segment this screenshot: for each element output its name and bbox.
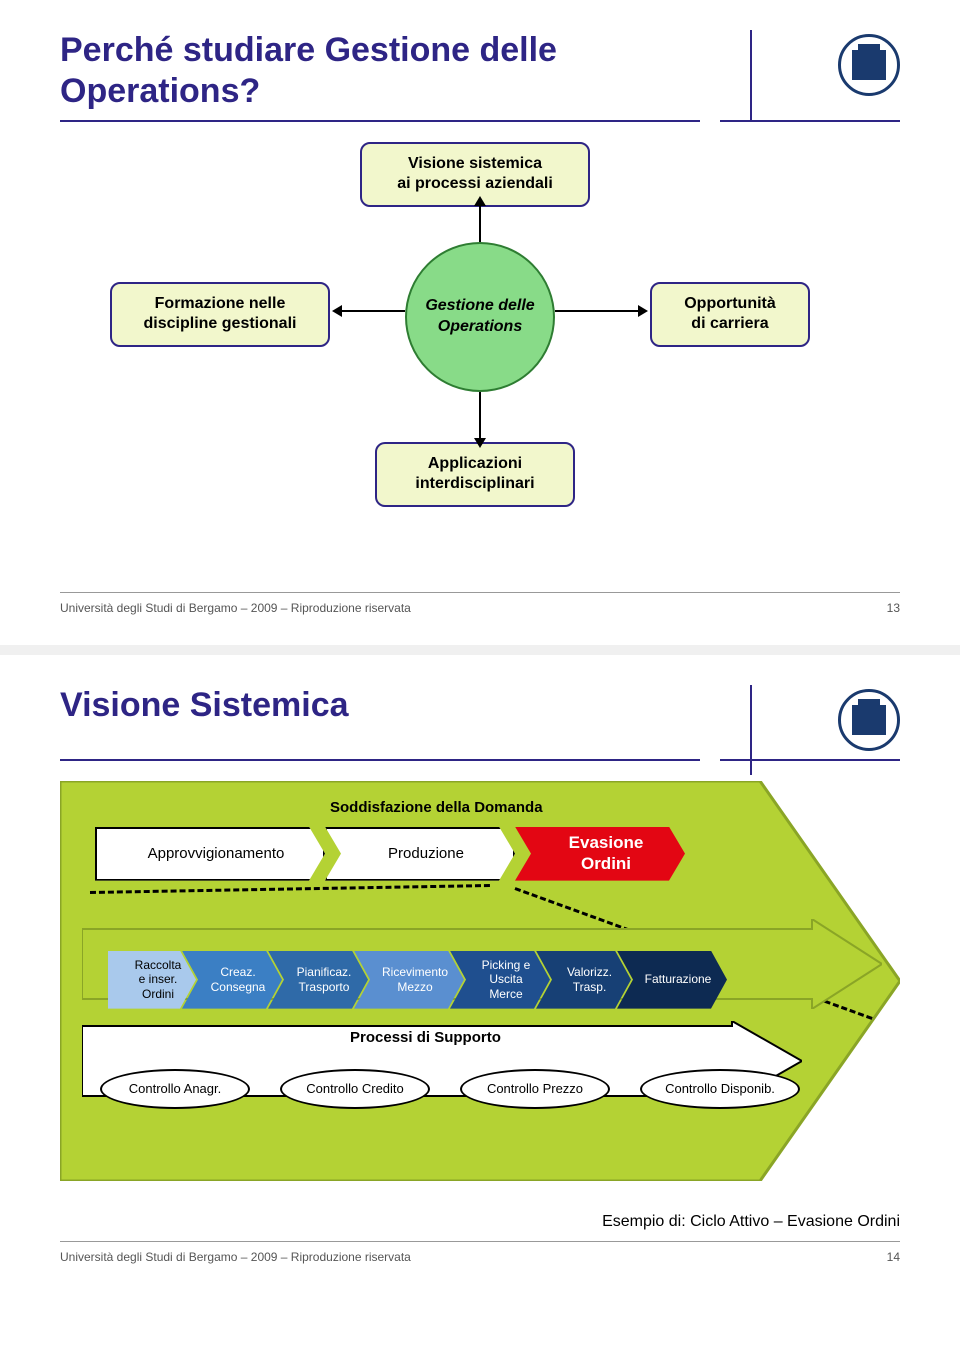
slide-header: Visione Sistemica: [60, 685, 900, 751]
header-vline: [750, 685, 752, 775]
process-diagram: Soddisfazione della Domanda Approvvigion…: [60, 781, 900, 1221]
node-formazione: Formazione nellediscipline gestionali: [110, 282, 330, 348]
header-vline: [750, 30, 752, 120]
university-seal-icon: [838, 689, 900, 751]
arrow-line: [340, 310, 405, 312]
slide-footer: Università degli Studi di Bergamo – 2009…: [60, 592, 900, 615]
page-number: 13: [887, 601, 900, 615]
page-number: 14: [887, 1250, 900, 1264]
chevron-evasione-ordini: EvasioneOrdini: [515, 827, 685, 881]
process-0: Raccoltae inser.Ordini: [108, 951, 196, 1009]
arrow-up-icon: [474, 196, 486, 206]
slide-header: Perché studiare Gestione delle Operation…: [60, 30, 900, 112]
slide-title: Perché studiare Gestione delle Operation…: [60, 30, 680, 112]
chevron-approvvigionamento: Approvvigionamento: [95, 827, 325, 881]
footer-text: Università degli Studi di Bergamo – 2009…: [60, 1250, 411, 1264]
process-3: RicevimentoMezzo: [354, 951, 464, 1009]
arrow-line: [555, 310, 640, 312]
process-5: Valorizz.Trasp.: [536, 951, 631, 1009]
slide-footer: Università degli Studi di Bergamo – 2009…: [60, 1241, 900, 1264]
domanda-label: Soddisfazione della Domanda: [330, 799, 543, 816]
supporto-label: Processi di Supporto: [350, 1029, 501, 1046]
node-gestione-operations: Gestione delleOperations: [405, 242, 555, 392]
ellipse-controllo-prezzo: Controllo Prezzo: [460, 1069, 610, 1109]
top-chevron-row: ApprovvigionamentoProduzioneEvasioneOrdi…: [95, 827, 685, 881]
node-opportunita: Opportunitàdi carriera: [650, 282, 810, 348]
header-divider: [60, 759, 900, 761]
arrow-line: [479, 202, 481, 242]
process-1: Creaz.Consegna: [182, 951, 282, 1009]
chevron-produzione: Produzione: [325, 827, 515, 881]
university-seal-icon: [838, 34, 900, 96]
primari-chevron-row: Raccoltae inser.OrdiniCreaz.ConsegnaPian…: [108, 951, 727, 1009]
slide-title: Visione Sistemica: [60, 685, 349, 726]
header-divider: [60, 120, 900, 122]
arrow-right-icon: [638, 305, 648, 317]
example-caption: Esempio di: Ciclo Attivo – Evasione Ordi…: [602, 1213, 900, 1231]
footer-text: Università degli Studi di Bergamo – 2009…: [60, 601, 411, 615]
arrow-down-icon: [474, 438, 486, 448]
concept-diagram: Visione sistemicaai processi aziendali F…: [60, 142, 900, 572]
process-2: Pianificaz.Trasporto: [268, 951, 368, 1009]
arrow-left-icon: [332, 305, 342, 317]
slide-2: Visione Sistemica Soddisfazione della Do…: [0, 655, 960, 1294]
process-4: Picking eUscitaMerce: [450, 951, 550, 1009]
ellipse-controllo-disponib-: Controllo Disponib.: [640, 1069, 800, 1109]
slide-1: Perché studiare Gestione delle Operation…: [0, 0, 960, 645]
process-6: Fatturazione: [617, 951, 727, 1009]
ellipse-controllo-anagr-: Controllo Anagr.: [100, 1069, 250, 1109]
ellipse-controllo-credito: Controllo Credito: [280, 1069, 430, 1109]
arrow-line: [479, 392, 481, 442]
node-applicazioni: Applicazioniinterdisciplinari: [375, 442, 575, 508]
